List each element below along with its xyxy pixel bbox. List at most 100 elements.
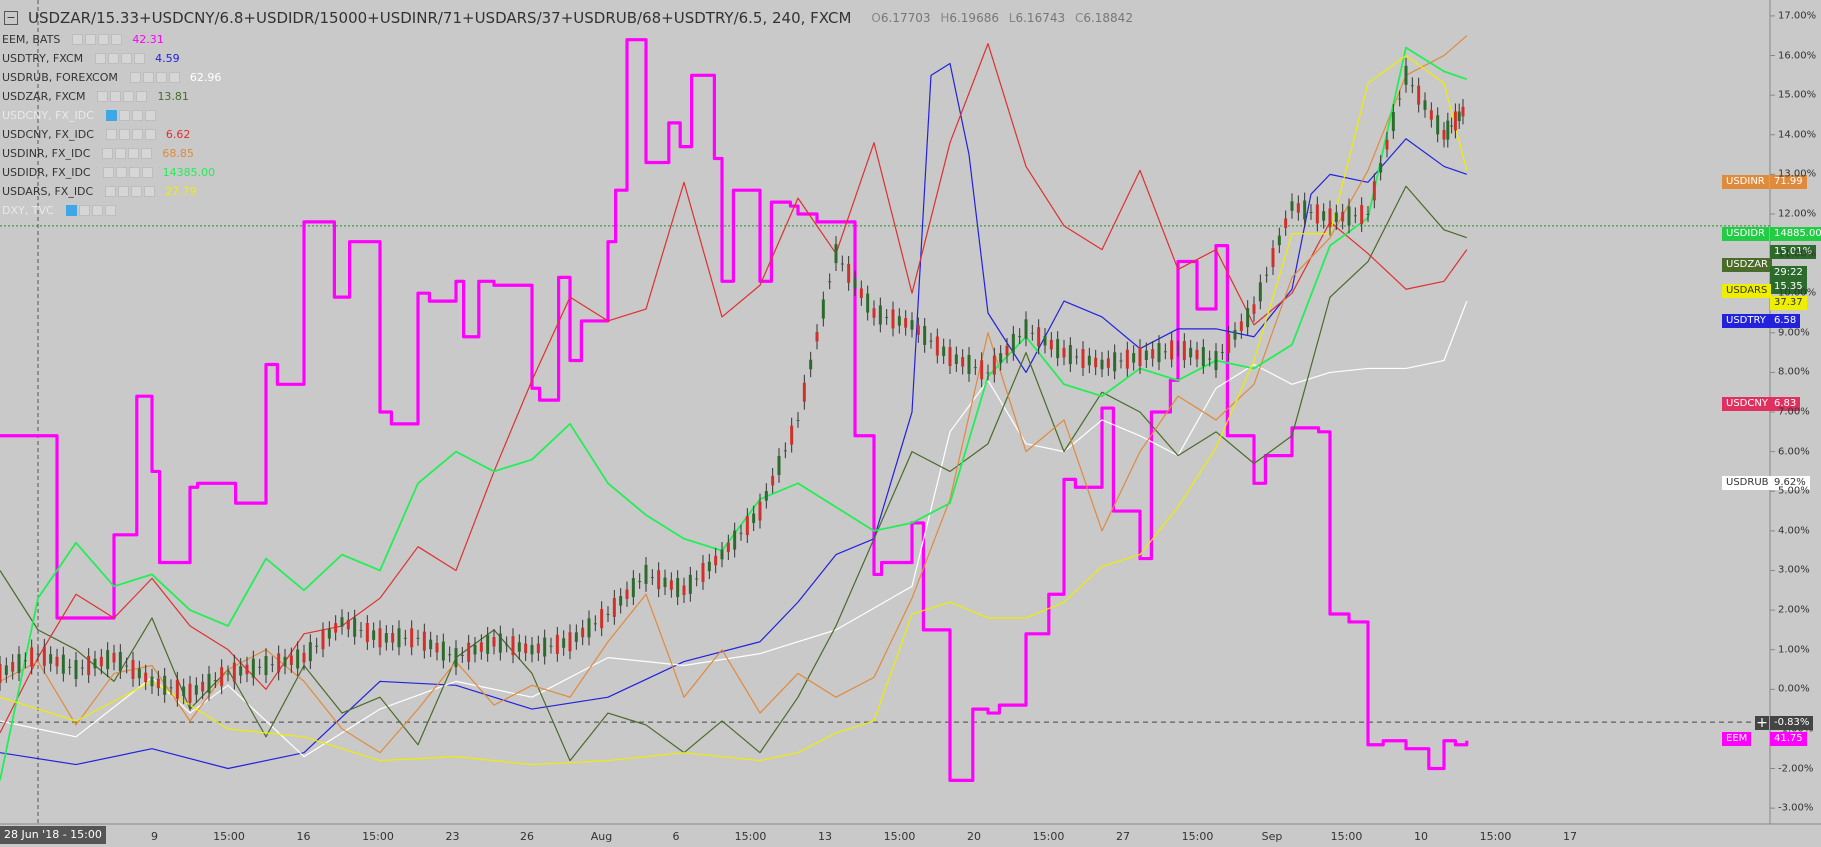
add-icon[interactable] [91,205,103,216]
add-icon[interactable] [128,167,140,178]
settings-icon[interactable] [78,205,90,216]
candle-body [682,585,686,596]
series-line [0,185,1467,762]
candle-body [904,318,908,328]
candle-body [1208,358,1212,360]
candle-body [106,650,110,670]
legend-item[interactable]: USDIDR, FX_IDC 14385.00 [2,163,221,182]
eye-icon[interactable] [95,53,107,64]
series-usdzar-15-33-usdcny-6-8-usdidr [0,57,1465,711]
eye-icon[interactable] [97,91,109,102]
settings-icon[interactable] [115,167,127,178]
add-icon[interactable] [155,72,167,83]
add-icon[interactable] [131,186,143,197]
close-icon[interactable] [111,34,123,45]
candle-body [1037,327,1041,347]
eye-icon[interactable] [129,72,141,83]
settings-icon[interactable] [115,148,127,159]
candle-body [1030,332,1034,334]
candle-body [1353,215,1357,217]
candle-body [1233,330,1237,340]
candle-body [1056,339,1060,359]
series-value-tag: 37.37 [1770,296,1807,311]
close-icon[interactable] [144,186,156,197]
eye-icon[interactable] [105,186,117,197]
series-line [0,54,1468,766]
legend-item[interactable]: USDCNY, FX_IDC [2,106,221,125]
legend-controls [95,53,147,64]
settings-icon[interactable] [118,186,130,197]
candle-body [536,643,540,654]
close-icon[interactable] [141,167,153,178]
legend-controls [72,34,124,45]
close-icon[interactable] [141,148,153,159]
legend-item[interactable]: EEM, BATS 42.31 [2,30,221,49]
add-icon[interactable] [131,129,143,140]
candle-body [68,666,72,668]
candle-body [1252,304,1256,314]
legend-item[interactable]: USDCNY, FX_IDC 6.62 [2,125,221,144]
candle-body [61,654,65,674]
candle-body [112,652,116,663]
add-icon[interactable] [131,110,143,121]
eye-icon[interactable] [102,167,114,178]
legend-item[interactable]: USDRUB, FOREXCOM 62.96 [2,68,221,87]
close-icon[interactable] [168,72,180,83]
collapse-legend-button[interactable]: − [4,11,18,25]
candle-body [961,357,965,367]
candle-body [872,308,876,318]
add-icon[interactable] [121,53,133,64]
candle-body [1195,349,1199,360]
close-icon[interactable] [136,91,148,102]
legend-item[interactable]: USDZAR, FXCM 13.81 [2,87,221,106]
settings-icon[interactable] [118,110,130,121]
legend-item[interactable]: DXY, TVC [2,201,221,220]
eye-icon[interactable] [72,34,84,45]
candle-body [55,656,59,667]
candle-body [663,577,667,588]
candle-body [1372,181,1376,201]
legend-item-name: USDRUB, FOREXCOM [2,71,118,84]
settings-icon[interactable] [142,72,154,83]
legend-item[interactable]: USDTRY, FXCM 4.59 [2,49,221,68]
legend-controls [65,205,118,216]
candle-body [834,244,838,264]
candle-body [1246,308,1250,328]
settings-icon[interactable] [118,129,130,140]
x-tick-label: 27 [1116,830,1130,843]
candle-body [1347,206,1351,226]
eye-icon[interactable] [102,148,114,159]
candle-body [321,630,325,650]
legend-item[interactable]: USDARS, FX_IDC 27.79 [2,182,221,201]
candle-body [403,637,407,639]
close-icon[interactable] [104,205,116,216]
close-icon[interactable] [144,110,156,121]
series-name-tag: EEM [1722,731,1752,746]
eye-icon[interactable] [105,129,117,140]
eye-icon[interactable] [65,205,77,216]
candle-body [1315,204,1319,224]
candle-body [1005,345,1009,356]
candle-body [948,347,952,367]
crosshair-plus-icon[interactable]: + [1755,715,1769,731]
candle-body [226,673,230,675]
settings-icon[interactable] [108,53,120,64]
series-value-tag: 71.99 [1770,175,1807,190]
add-icon[interactable] [123,91,135,102]
candle-body [137,668,141,679]
candle-body [93,658,97,669]
add-icon[interactable] [128,148,140,159]
candle-body [701,562,705,582]
settings-icon[interactable] [110,91,122,102]
close-icon[interactable] [144,129,156,140]
close-icon[interactable] [134,53,146,64]
x-tick-label: 13 [818,830,832,843]
legend-item[interactable]: USDINR, FX_IDC 68.85 [2,144,221,163]
x-tick-label: 6 [672,830,680,843]
candle-body [897,316,901,326]
candle-body [986,372,990,374]
eye-icon[interactable] [105,110,117,121]
add-icon[interactable] [98,34,110,45]
settings-icon[interactable] [85,34,97,45]
